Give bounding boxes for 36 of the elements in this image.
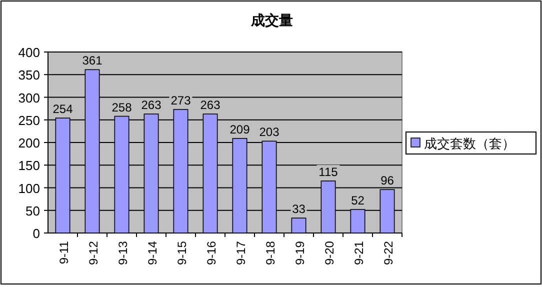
- data-label: 96: [380, 174, 394, 188]
- chart-title: 成交量: [250, 12, 293, 28]
- x-tick-label: 9-11: [56, 240, 71, 264]
- x-tick-label: 9-13: [116, 240, 130, 266]
- x-tick-label: 9-15: [174, 240, 189, 266]
- data-label: 52: [351, 193, 365, 208]
- data-label: 361: [82, 54, 103, 68]
- x-tick-label: 9-16: [204, 240, 218, 266]
- x-tick-label: 9-18: [263, 240, 278, 266]
- x-tick-label: 9-20: [322, 240, 336, 266]
- data-label: 263: [200, 98, 221, 112]
- x-tick-label: 9-17: [234, 240, 248, 266]
- y-tick-label: 350: [18, 68, 40, 83]
- data-label: 254: [52, 102, 74, 116]
- y-tick-label: 400: [18, 45, 40, 60]
- y-tick-label: 0: [32, 226, 40, 241]
- legend-label: 成交套数（套）: [424, 136, 515, 151]
- bar: [291, 218, 306, 234]
- y-tick-label: 250: [18, 112, 40, 128]
- y-tick-label: 150: [18, 158, 40, 174]
- y-tick-label: 50: [26, 203, 40, 218]
- data-label: 258: [112, 100, 132, 114]
- x-tick-label: 9-19: [292, 240, 307, 266]
- x-tick-label: 9-21: [352, 240, 366, 266]
- y-tick-label: 100: [18, 180, 40, 196]
- data-label: 209: [230, 122, 250, 136]
- x-tick-label: 9-14: [145, 240, 160, 266]
- x-tick-label: 9-22: [381, 240, 396, 266]
- x-tick-label: 9-12: [86, 240, 100, 266]
- data-label: 203: [259, 125, 280, 140]
- data-label: 263: [141, 98, 162, 112]
- data-label: 115: [318, 164, 338, 179]
- data-label: 273: [170, 93, 192, 108]
- data-label: 33: [292, 202, 306, 216]
- y-tick-label: 300: [18, 90, 40, 106]
- y-tick-label: 200: [18, 136, 40, 150]
